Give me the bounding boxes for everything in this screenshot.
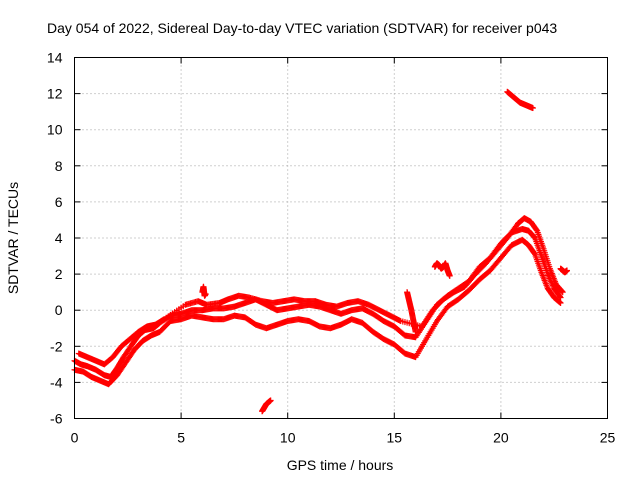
y-tick-label: -2 <box>50 338 63 354</box>
y-tick-label: 4 <box>55 230 63 246</box>
data-point <box>531 250 538 257</box>
y-tick-label: 12 <box>47 86 63 102</box>
y-tick-label: 6 <box>55 194 63 210</box>
x-tick-label: 20 <box>493 430 509 446</box>
series-isolated-high <box>504 88 536 112</box>
data-points <box>71 88 570 415</box>
data-point <box>559 289 566 296</box>
series-segment-17h <box>431 260 453 279</box>
data-point <box>202 290 209 297</box>
series-spike-15_6h <box>404 289 419 335</box>
y-tick-label: 2 <box>55 266 63 282</box>
x-tick-label: 10 <box>280 430 296 446</box>
data-point <box>533 226 540 233</box>
series-main-track-c <box>75 215 566 368</box>
data-point <box>563 267 570 274</box>
series-segment-23h <box>557 265 570 276</box>
x-tick-label: 5 <box>177 430 185 446</box>
y-tick-label: 8 <box>55 158 63 174</box>
x-tick-labels: 0 5 10 15 20 25 <box>71 430 616 446</box>
axis-ticks <box>74 57 608 419</box>
y-tick-labels: -6 -4 -2 0 2 4 6 8 10 12 14 <box>47 50 63 427</box>
y-tick-label: 0 <box>55 302 63 318</box>
data-point <box>557 294 564 301</box>
series-isolated-low <box>259 397 274 415</box>
data-point <box>529 105 536 112</box>
data-point <box>446 272 453 279</box>
y-tick-label: 14 <box>47 50 63 66</box>
y-tick-label: 10 <box>47 122 63 138</box>
series-main-track-b <box>71 236 564 388</box>
data-point <box>557 299 564 306</box>
y-tick-label: -6 <box>50 411 63 427</box>
y-axis-label: SDTVAR / TECUs <box>5 182 21 294</box>
data-point <box>556 293 563 300</box>
data-point <box>412 328 419 335</box>
x-axis-label: GPS time / hours <box>287 457 394 473</box>
data-point <box>559 288 566 295</box>
grid <box>74 57 608 419</box>
series-spike-6h <box>199 283 209 299</box>
x-tick-label: 25 <box>600 430 616 446</box>
x-tick-label: 15 <box>387 430 403 446</box>
chart-title: Day 054 of 2022, Sidereal Day-to-day VTE… <box>47 20 557 36</box>
data-point <box>267 397 274 404</box>
x-tick-label: 0 <box>71 430 79 446</box>
y-tick-label: -4 <box>50 374 63 390</box>
